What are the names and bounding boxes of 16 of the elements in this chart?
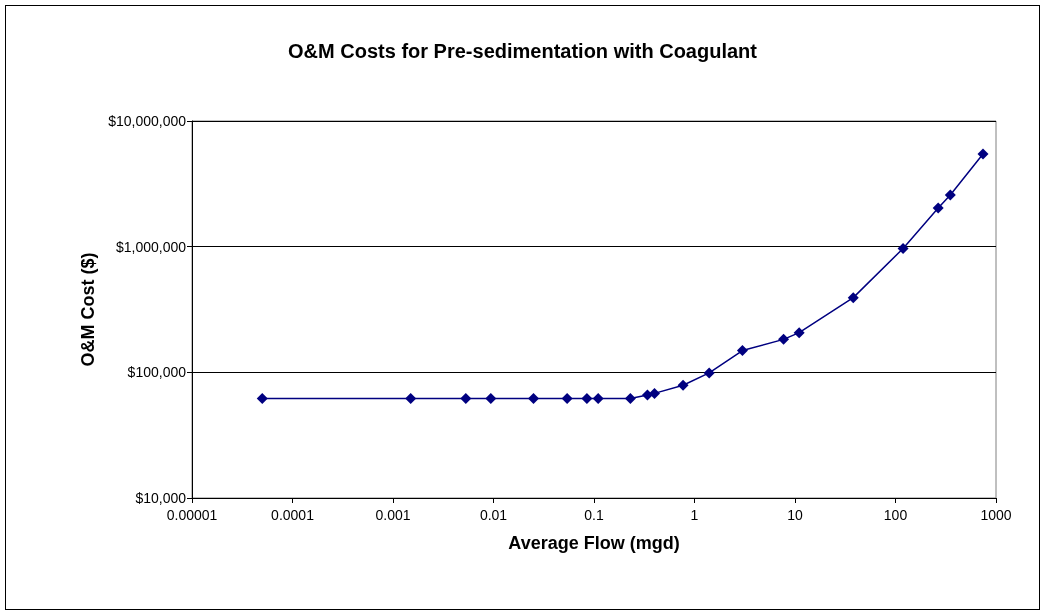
x-tick-label: 10 [787, 507, 803, 523]
x-tick-label: 0.00001 [166, 507, 218, 523]
chart-title: O&M Costs for Pre-sedimentation with Coagulant [288, 40, 758, 62]
x-tick-label: 100 [883, 507, 908, 523]
y-tick-label: $100,000 [127, 364, 187, 381]
x-tick-label: 1000 [980, 507, 1012, 523]
y-axis-title: O&M Cost ($) [78, 252, 99, 367]
x-axis-title: Average Flow (mgd) [508, 533, 680, 553]
y-tick-label: $10,000,000 [108, 113, 187, 129]
x-tick-label: 0.001 [375, 507, 411, 523]
x-tick-label: 0.0001 [271, 507, 315, 523]
y-tick-label: $10,000 [135, 490, 187, 506]
y-tick-label: $1,000,000 [115, 238, 187, 255]
x-tick-label: 0.01 [479, 507, 508, 523]
x-tick-label: 0.1 [584, 507, 604, 523]
x-tick-label: 1 [690, 507, 699, 523]
